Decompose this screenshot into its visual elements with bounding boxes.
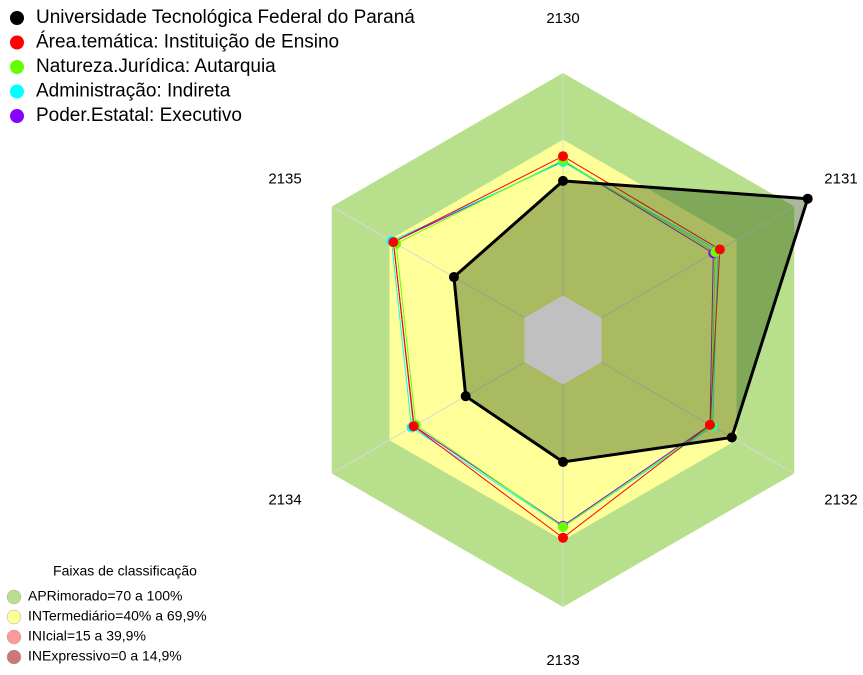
bands-legend-marker [6, 629, 22, 645]
legend-label: Administração: Indireta [36, 81, 231, 102]
below-band [524, 295, 602, 385]
series-point [448, 272, 459, 283]
series-point [558, 456, 568, 467]
series-point [460, 391, 471, 402]
bands-legend-label: INIcial=15 a 39,9% [28, 628, 146, 644]
legend-marker [10, 11, 24, 25]
category-label: 2132 [824, 491, 857, 508]
legend-marker [10, 109, 24, 123]
legend-label: Área.temática: Instituição de Ensino [36, 32, 339, 53]
category-label: 2131 [824, 170, 857, 187]
bands-legend-label: INTermediário=40% a 69,9% [28, 608, 207, 624]
series-point [388, 237, 399, 248]
series-point [558, 521, 568, 532]
category-label: 2130 [546, 10, 579, 27]
series-point [558, 532, 568, 543]
series-point [726, 432, 737, 443]
legend-marker [10, 35, 24, 50]
series-point [705, 419, 716, 430]
category-label: 2134 [268, 491, 301, 508]
legend-marker [10, 84, 24, 99]
bands-legend-label: INExpressivo=0 a 14,9% [28, 648, 182, 664]
legend-label: Natureza.Jurídica: Autarquia [36, 56, 276, 77]
bands-legend-marker [6, 649, 22, 665]
series-point [802, 193, 813, 204]
series-point [408, 421, 419, 432]
category-label: 2135 [268, 170, 301, 187]
bands-legend-label: APRimorado=70 a 100% [28, 588, 183, 604]
bands-legend-marker [6, 589, 22, 605]
category-label: 2133 [546, 652, 579, 669]
legend-label: Universidade Tecnológica Federal do Para… [36, 7, 415, 28]
series-point [558, 175, 568, 186]
bands-legend-title: Faixas de classificação [53, 563, 197, 579]
legend-marker [10, 60, 24, 74]
series-point [714, 244, 725, 255]
series-point [558, 151, 568, 162]
bands-legend-marker [6, 609, 22, 625]
legend-label: Poder.Estatal: Executivo [36, 105, 242, 126]
